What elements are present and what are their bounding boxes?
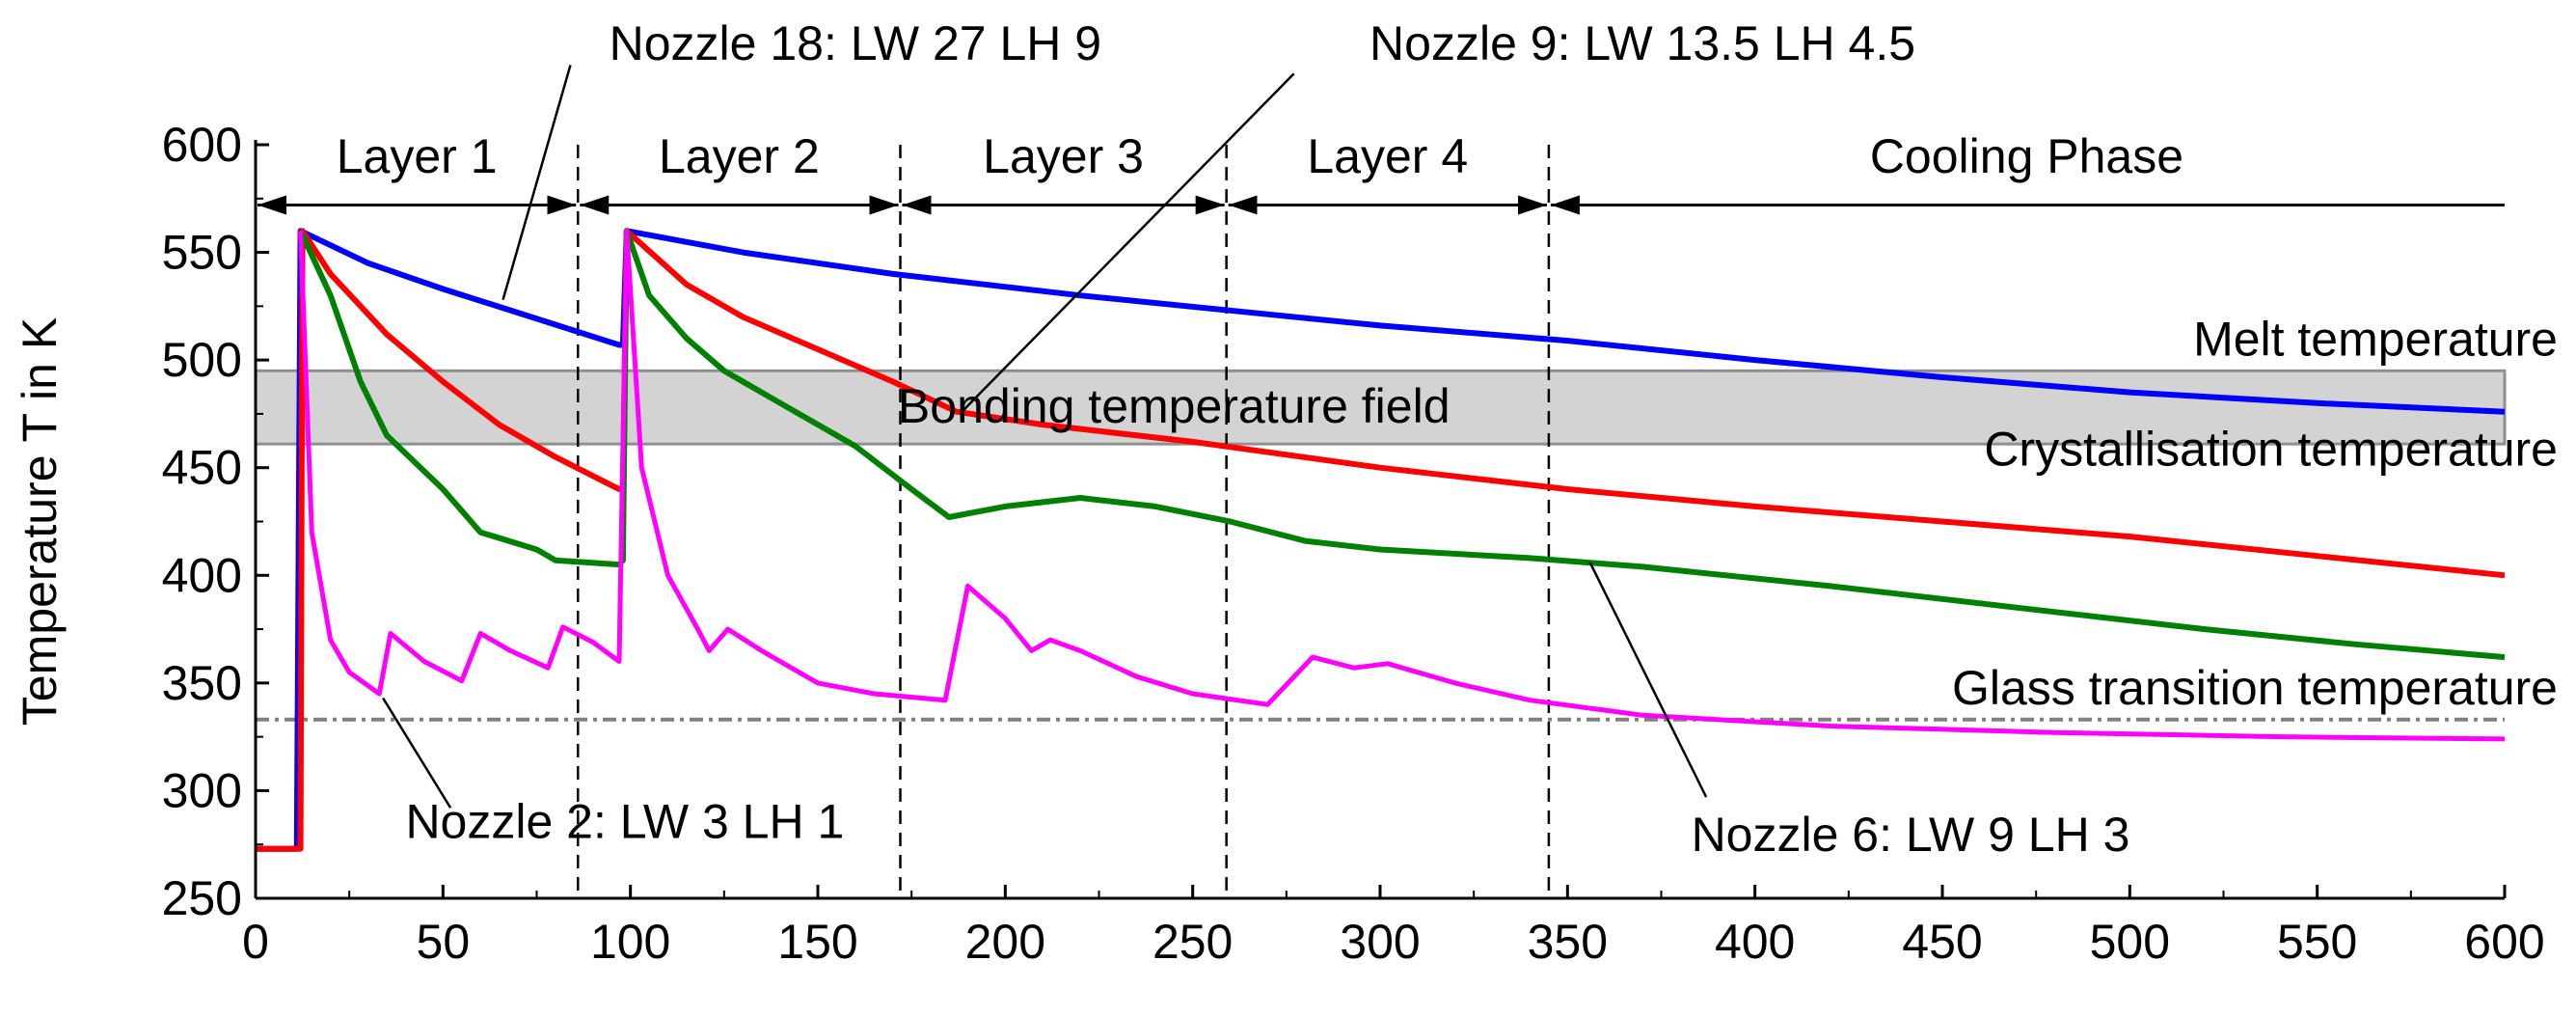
y-tick-label: 400 — [162, 548, 242, 602]
series-line — [298, 228, 2506, 742]
x-tick-label: 300 — [1340, 915, 1420, 969]
bonding-field-label: Bonding temperature field — [898, 379, 1451, 433]
phase-label: Cooling Phase — [1870, 129, 2183, 183]
y-axis-label: Temperature T in K — [13, 317, 67, 726]
x-tick-label: 400 — [1715, 915, 1795, 969]
y-tick-label: 300 — [162, 763, 242, 817]
annotation-leader-line — [502, 65, 572, 301]
annotation-nozzle-6: Nozzle 6: LW 9 LH 3 — [1692, 808, 2130, 862]
annotation-nozzle-18: Nozzle 18: LW 27 LH 9 — [610, 16, 1101, 70]
x-tick-label: 550 — [2277, 915, 2357, 969]
x-tick-label: 150 — [777, 915, 857, 969]
phase-label: Layer 2 — [659, 129, 820, 183]
x-tick-label: 50 — [417, 915, 471, 969]
y-tick-label: 250 — [162, 871, 242, 925]
x-tick-label: 250 — [1152, 915, 1233, 969]
x-tick-label: 100 — [590, 915, 670, 969]
melt-temperature-label: Melt temperature — [2193, 313, 2558, 367]
x-tick-label: 350 — [1528, 915, 1608, 969]
x-tick-label: 600 — [2464, 915, 2544, 969]
x-tick-label: 200 — [965, 915, 1045, 969]
x-tick-label: 0 — [242, 915, 269, 969]
series-line — [256, 228, 2506, 852]
y-tick-label: 450 — [162, 441, 242, 495]
annotation-nozzle-2: Nozzle 2: LW 3 LH 1 — [405, 795, 844, 849]
series-line — [297, 228, 2506, 661]
phase-label: Layer 4 — [1307, 129, 1468, 183]
series-line — [256, 228, 2506, 852]
x-tick-label: 500 — [2090, 915, 2170, 969]
x-tick-label: 450 — [1902, 915, 1982, 969]
annotation-leader-line — [382, 697, 452, 809]
y-tick-label: 350 — [162, 656, 242, 710]
crystallisation-temperature-label: Crystallisation temperature — [1984, 422, 2558, 476]
bonding-temperature-band — [254, 369, 2507, 446]
y-tick-label: 600 — [162, 118, 242, 172]
phase-label: Layer 3 — [983, 129, 1144, 183]
phase-label: Layer 1 — [337, 129, 498, 183]
annotation-nozzle-9: Nozzle 9: LW 13.5 LH 4.5 — [1369, 16, 1915, 70]
y-tick-label: 550 — [162, 226, 242, 280]
annotation-leader-line — [963, 72, 1295, 411]
glass-transition-label: Glass transition temperature — [1952, 661, 2558, 715]
annotation-leader-line — [1588, 562, 1708, 798]
y-tick-label: 500 — [162, 333, 242, 387]
